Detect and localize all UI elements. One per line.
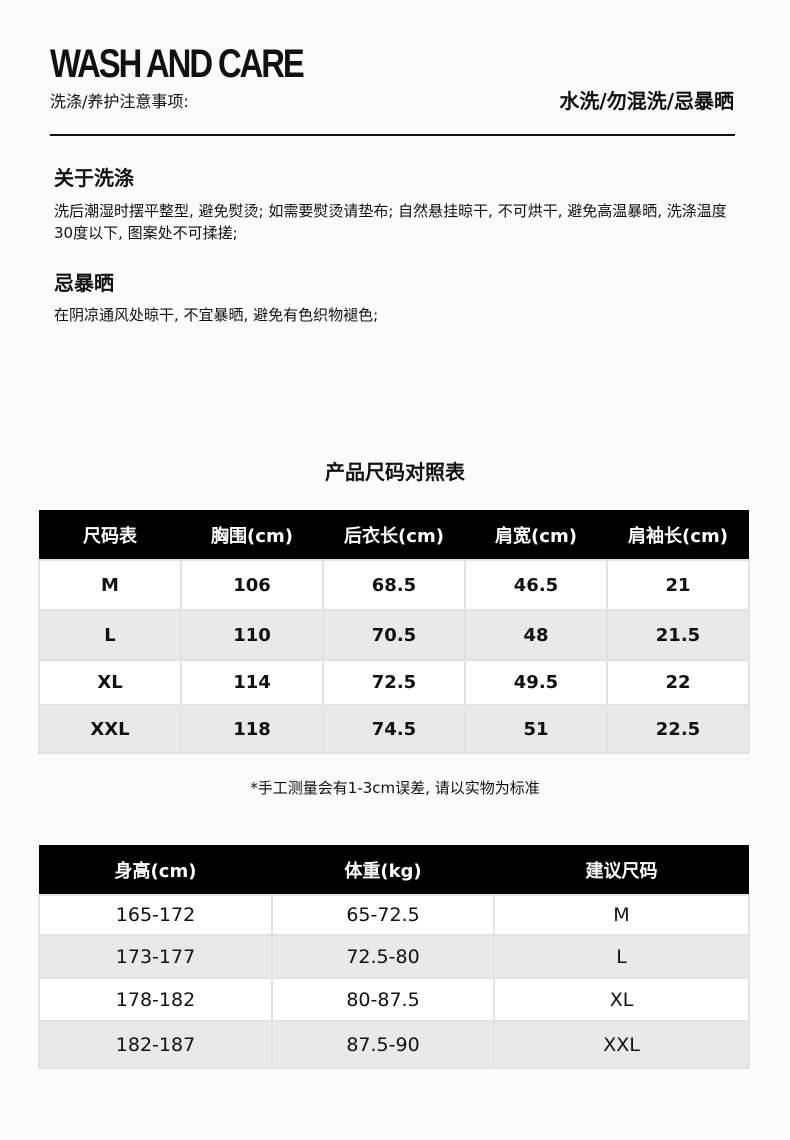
table-row: XL 114 72.5 49.5 22 [38, 659, 750, 706]
table-cell: L [38, 609, 182, 661]
table-cell: 87.5-90 [271, 1020, 495, 1069]
column-header: 胸围(cm) [181, 510, 323, 560]
care-summary: 水洗/勿混洗/忌暴晒 [559, 89, 734, 113]
column-header: 体重(kg) [272, 845, 494, 895]
size-table: 尺码表 胸围(cm) 后衣长(cm) 肩宽(cm) 肩袖长(cm) M 106 68.5 46.… [38, 510, 750, 754]
measurement-note: *手工测量会有1-3cm误差, 请以实物为标准 [250, 779, 540, 797]
table-cell: 114 [180, 659, 324, 706]
table-cell: 46.5 [464, 559, 608, 611]
table-cell: XL [493, 977, 750, 1022]
column-header: 肩宽(cm) [465, 510, 607, 560]
column-header: 身高(cm) [39, 845, 272, 895]
table-cell: XXL [38, 704, 182, 754]
table-cell: 22.5 [606, 704, 750, 754]
table-cell: 65-72.5 [271, 894, 495, 936]
table-cell: 110 [180, 609, 324, 661]
column-header: 尺码表 [39, 510, 181, 560]
table-cell: 72.5-80 [271, 934, 495, 979]
table-row: 173-177 72.5-80 L [38, 934, 750, 979]
table-row: L 110 70.5 48 21.5 [38, 609, 750, 661]
table-cell: 21 [606, 559, 750, 611]
table-cell: M [38, 559, 182, 611]
table-cell: L [493, 934, 750, 979]
table-cell: 106 [180, 559, 324, 611]
table-cell: 51 [464, 704, 608, 754]
table-cell: 118 [180, 704, 324, 754]
section-text: 洗后潮湿时摆平整型, 避免熨烫; 如需要熨烫请垫布; 自然悬挂晾干, 不可烘干,… [54, 202, 727, 242]
table-cell: 173-177 [38, 934, 273, 979]
section-heading: 关于洗涤 [54, 166, 134, 190]
table-cell: 178-182 [38, 977, 273, 1022]
table-cell: 72.5 [322, 659, 466, 706]
table-cell: 74.5 [322, 704, 466, 754]
size-table-title: 产品尺码对照表 [325, 460, 465, 484]
table-cell: XL [38, 659, 182, 706]
recommend-table: 身高(cm) 体重(kg) 建议尺码 165-172 65-72.5 M 173-177 72… [38, 845, 750, 1069]
table-cell: 80-87.5 [271, 977, 495, 1022]
column-header: 肩袖长(cm) [607, 510, 749, 560]
page-subtitle: 洗涤/养护注意事项: [50, 92, 189, 111]
section-text: 在阴凉通风处晾干, 不宜暴晒, 避免有色织物褪色; [54, 306, 379, 324]
divider [50, 134, 735, 136]
table-cell: 165-172 [38, 894, 273, 936]
column-header: 建议尺码 [494, 845, 749, 895]
section-heading: 忌暴晒 [54, 271, 114, 295]
table-cell: 182-187 [38, 1020, 273, 1069]
table-row: 182-187 87.5-90 XXL [38, 1020, 750, 1069]
column-header: 后衣长(cm) [323, 510, 465, 560]
table-cell: 49.5 [464, 659, 608, 706]
table-row: XXL 118 74.5 51 22.5 [38, 704, 750, 754]
table-cell: XXL [493, 1020, 750, 1069]
table-row: 178-182 80-87.5 XL [38, 977, 750, 1022]
table-cell: 22 [606, 659, 750, 706]
table-cell: 70.5 [322, 609, 466, 661]
table-cell: M [493, 894, 750, 936]
table-cell: 48 [464, 609, 608, 661]
table-cell: 21.5 [606, 609, 750, 661]
page-title: WASH AND CARE [50, 42, 305, 86]
table-row: M 106 68.5 46.5 21 [38, 559, 750, 611]
table-row: 165-172 65-72.5 M [38, 894, 750, 936]
table-cell: 68.5 [322, 559, 466, 611]
